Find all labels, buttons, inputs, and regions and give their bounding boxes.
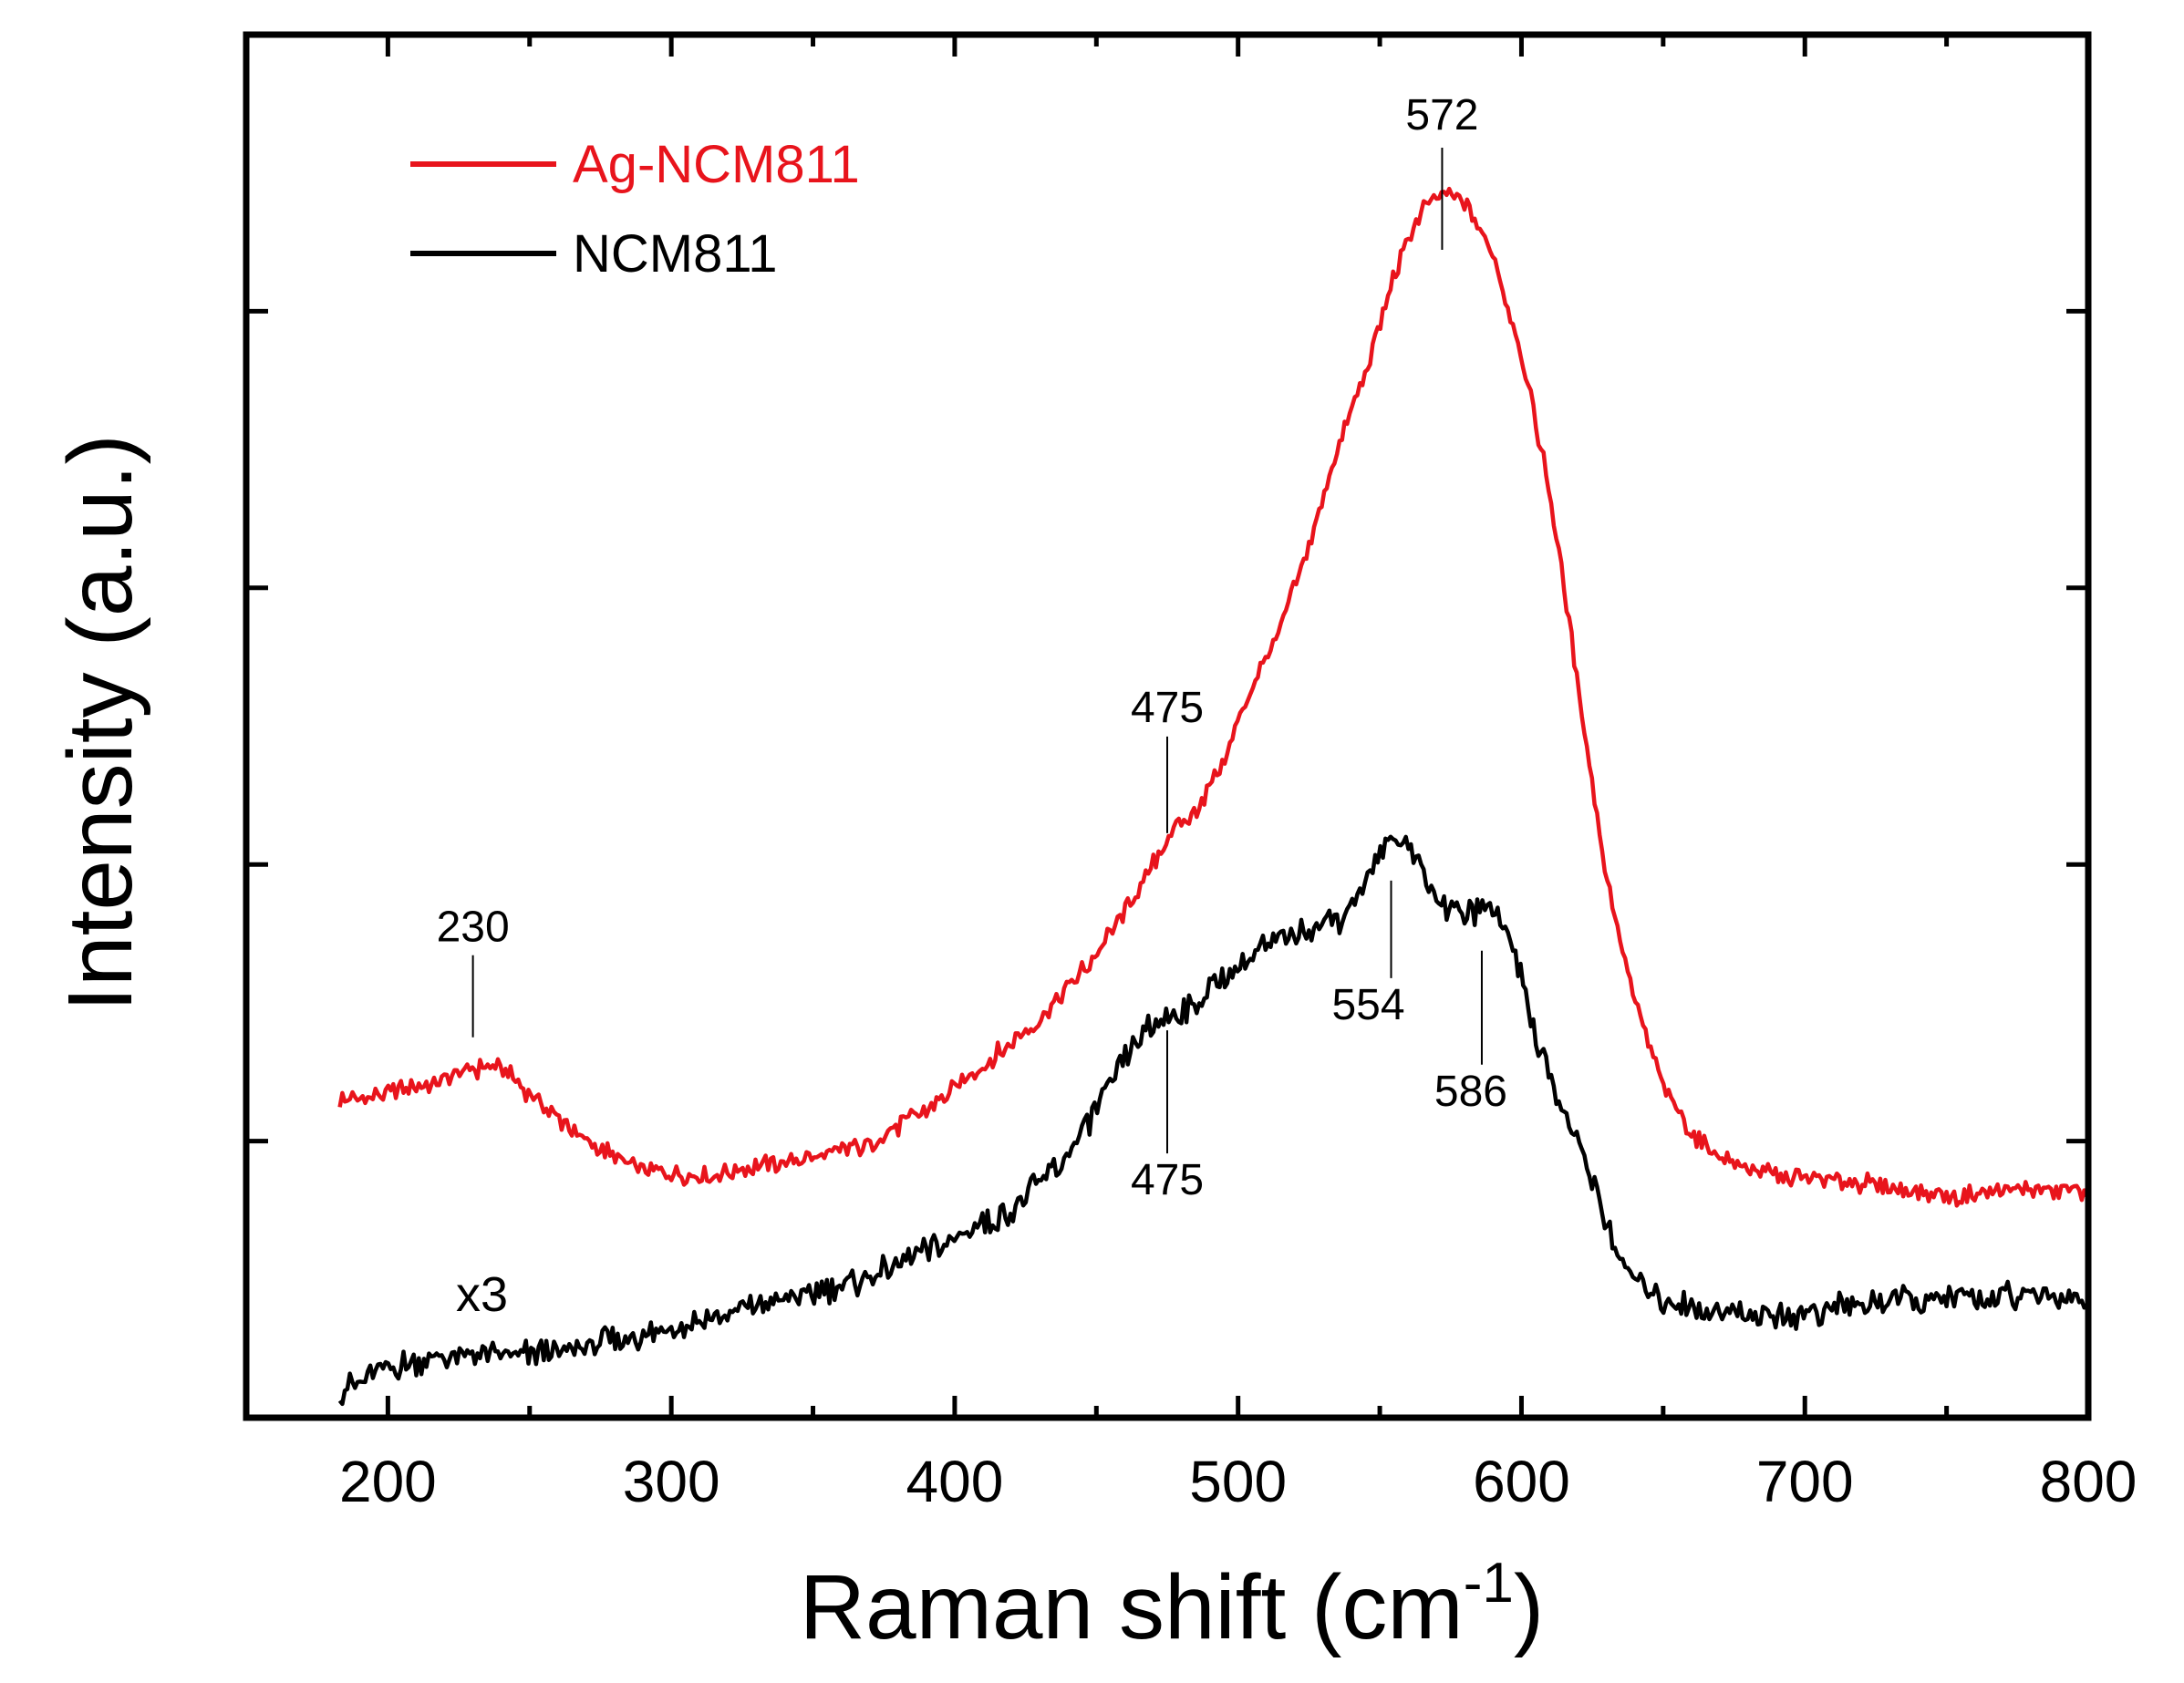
series-line-ag-ncm811 — [337, 186, 2089, 1208]
annotation-475-1-label: 475 — [1131, 684, 1204, 732]
x-tick-label-600: 600 — [1473, 1449, 1570, 1514]
plot-frame — [243, 31, 2092, 1421]
x-ticks — [243, 35, 2091, 1418]
annotation-554-3-label: 554 — [1331, 981, 1404, 1029]
y-ticks — [246, 308, 2088, 1144]
x-tick-label-400: 400 — [906, 1449, 1004, 1514]
series-layer — [337, 186, 2089, 1407]
scale-note-x3: x3 — [456, 1267, 508, 1322]
annotation-586-4-label: 586 — [1434, 1068, 1507, 1116]
x-tick-label-200: 200 — [339, 1449, 437, 1514]
legend: Ag-NCM811 NCM811 — [410, 135, 860, 284]
annotation-572-0-label: 572 — [1405, 91, 1478, 139]
legend-label-ncm811: NCM811 — [573, 224, 778, 284]
x-tick-label-500: 500 — [1189, 1449, 1287, 1514]
annotation-230-2-label: 230 — [437, 903, 510, 952]
x-tick-label-300: 300 — [623, 1449, 720, 1514]
legend-label-ag-ncm811: Ag-NCM811 — [573, 135, 860, 194]
x-tick-label-800: 800 — [2040, 1449, 2137, 1514]
annotation-layer: 572 475 230 554 586 475 — [437, 91, 1507, 1204]
x-axis-title-close: ) — [1514, 1556, 1544, 1658]
x-axis-title: Raman shift (cm-1) — [800, 1552, 1544, 1658]
x-tick-labels: 200 300 400 500 600 700 800 — [339, 1449, 2137, 1514]
x-tick-label-700: 700 — [1756, 1449, 1854, 1514]
x-axis-title-superscript: -1 — [1464, 1552, 1514, 1615]
series-line-ncm811 — [337, 834, 2087, 1407]
x-axis-title-main: Raman shift (cm — [800, 1556, 1464, 1658]
y-axis-title: Intensity (a.u.) — [49, 434, 151, 1012]
annotation-475-5-label: 475 — [1131, 1156, 1204, 1204]
